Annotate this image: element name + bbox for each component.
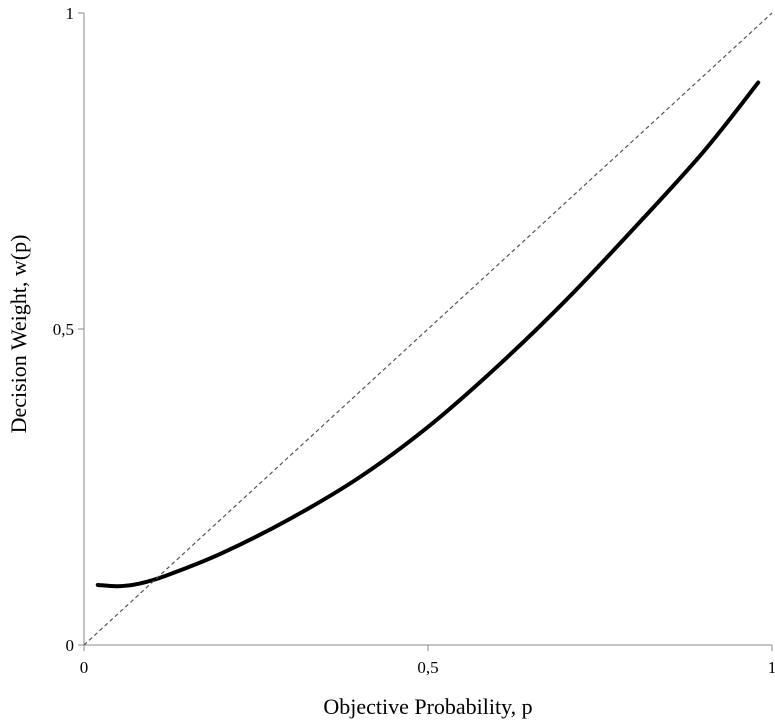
x-tick-label: 0 — [80, 658, 89, 677]
series-layer — [83, 12, 773, 646]
x-ticks: 0 0,5 1 — [80, 645, 775, 677]
y-axis-label: Decision Weight, w(p) — [6, 235, 31, 434]
x-tick-label: 1 — [768, 658, 775, 677]
y-ticks: 00,51 — [53, 4, 84, 655]
y-tick-label: 0 — [66, 636, 75, 655]
y-tick-label: 0,5 — [53, 320, 74, 339]
y-tick-label: 1 — [66, 4, 75, 23]
weighting-curve-line — [95, 80, 761, 589]
x-axis-label: Objective Probability, p — [323, 694, 532, 719]
diagonal-reference-line — [83, 12, 773, 646]
x-tick-label: 0,5 — [417, 658, 438, 677]
